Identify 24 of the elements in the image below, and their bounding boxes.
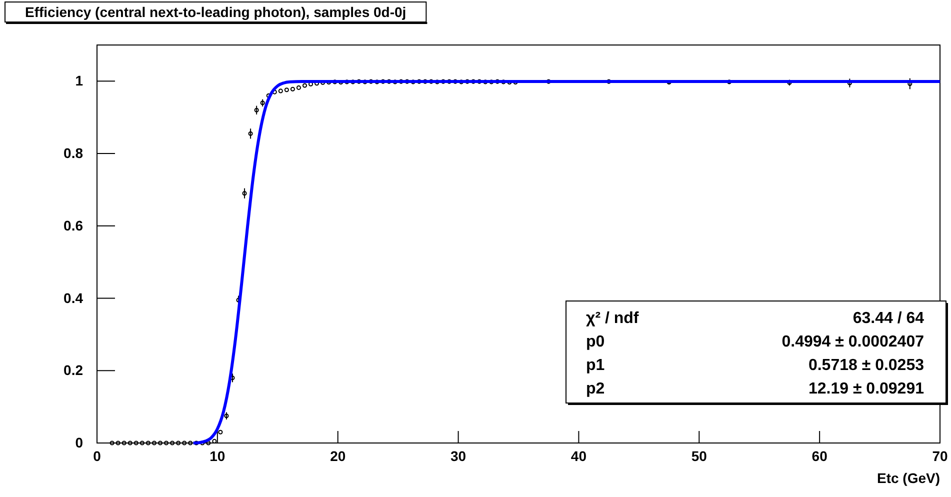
x-tick-label: 40 [570, 448, 587, 464]
y-tick-label: 0 [75, 434, 84, 450]
annotation: p1 [586, 357, 605, 374]
x-tick-label: 60 [812, 448, 828, 464]
y-tick-label: 0.4 [64, 290, 84, 306]
annotation: 63.44 / 64 [852, 310, 924, 327]
annotation: 0.5718 ± 0.0253 [808, 357, 924, 374]
x-tick-label: 20 [330, 448, 346, 464]
annotation: χ² / ndf [586, 310, 640, 327]
y-tick-label: 0.2 [64, 362, 84, 378]
y-tick-label: 0.8 [64, 145, 84, 162]
x-tick-label: 30 [450, 448, 466, 464]
x-tick-label: 70 [932, 448, 948, 464]
chart-title: Efficiency (central next-to-leading photon), samples 0d-0j [25, 4, 406, 20]
x-tick-label: 0 [93, 448, 102, 464]
y-tick-label: 0.6 [64, 217, 84, 234]
x-tick-label: 10 [210, 448, 226, 464]
x-tick-label: 50 [691, 448, 708, 464]
annotation: p0 [586, 334, 605, 350]
x-axis-title: Etc (GeV) [876, 470, 940, 486]
annotation: 12.19 ± 0.09291 [808, 380, 924, 398]
annotation: p2 [586, 380, 605, 398]
annotation: 0.4994 ± 0.0002407 [782, 334, 924, 350]
y-tick-label: 1 [75, 72, 84, 89]
